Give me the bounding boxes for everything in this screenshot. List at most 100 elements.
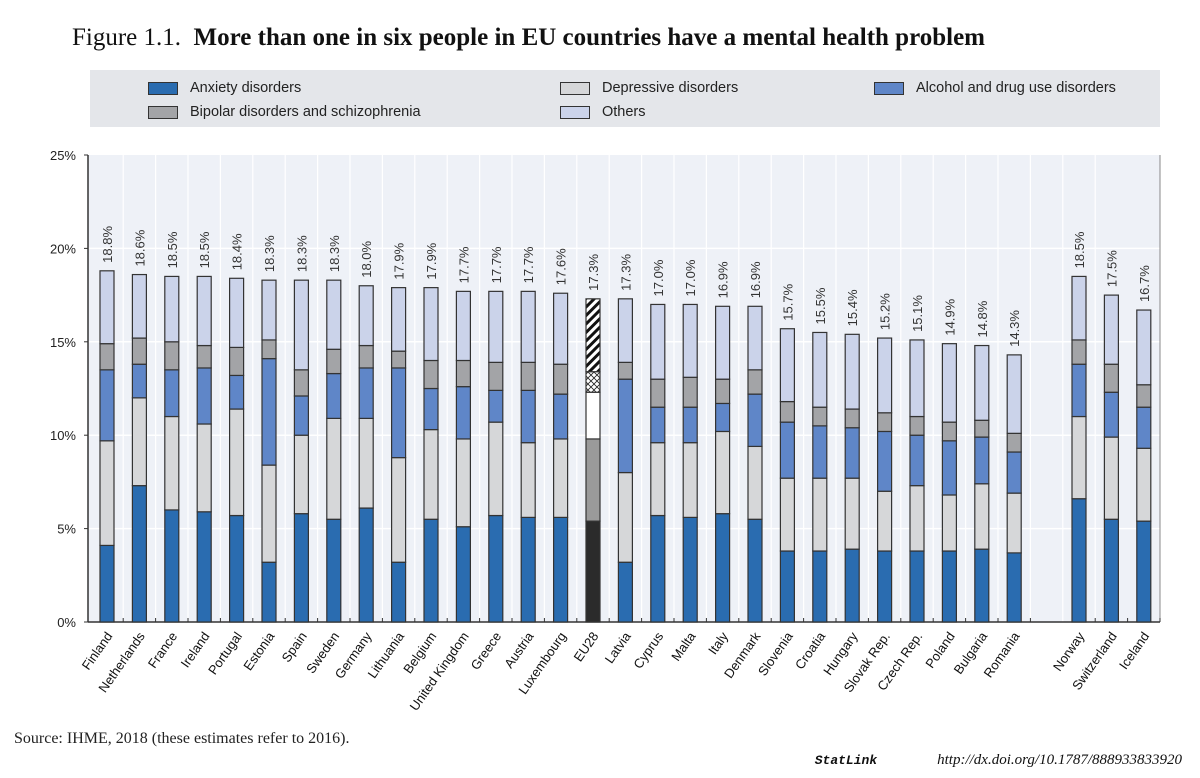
bar-segment-anxiety-disorders: [779, 550, 796, 623]
bar-segment-others: [261, 279, 277, 341]
total-label: 17.7%: [489, 246, 504, 283]
total-label: 14.9%: [942, 298, 957, 335]
bar-segment-depressive-disorders: [1103, 436, 1120, 520]
legend-item-others: Others: [560, 104, 646, 120]
bar-segment-bipolar-disorders-and-schizophrenia: [358, 344, 374, 369]
bar-segment-alcohol-and-drug-use-disorders: [358, 367, 374, 419]
bar-segment-bipolar-disorders-and-schizophrenia: [909, 415, 925, 436]
total-label: 14.8%: [975, 300, 990, 337]
legend-item-anxiety: Anxiety disorders: [148, 80, 301, 96]
bar-segment-bipolar-disorders-and-schizophrenia: [747, 369, 763, 395]
x-tick-label: Cyprus: [630, 629, 666, 672]
bar-segment-depressive-disorders: [650, 442, 666, 517]
bar-segment-alcohol-and-drug-use-disorders: [261, 358, 277, 466]
statlink: StatLink http://dx.doi.org/10.1787/888933…: [815, 752, 1182, 769]
total-label: 17.0%: [683, 259, 698, 296]
bar-segment-bipolar-disorders-and-schizophrenia: [293, 369, 309, 397]
total-label: 16.9%: [716, 261, 731, 298]
bar-segment-bipolar-disorders-and-schizophrenia: [844, 408, 860, 429]
source-note: Source: IHME, 2018 (these estimates refe…: [14, 730, 350, 747]
bar-segment-anxiety-disorders: [1103, 518, 1120, 623]
bar-segment-others: [876, 337, 893, 414]
statlink-url[interactable]: http://dx.doi.org/10.1787/888933833920: [937, 752, 1182, 768]
bar-segment-anxiety-disorders: [747, 518, 763, 623]
bar-segment-others: [229, 277, 245, 349]
bar-segment-anxiety-disorders: [455, 526, 471, 623]
bar-segment-anxiety-disorders: [552, 516, 569, 623]
bar-segment-anxiety-disorders: [909, 550, 925, 623]
bar-segment-anxiety-disorders: [293, 513, 309, 623]
bar-segment-depressive-disorders: [1006, 492, 1022, 554]
total-label: 18.6%: [132, 229, 147, 266]
bar-segment-others: [131, 273, 147, 339]
bar-segment-depressive-disorders: [488, 421, 504, 517]
bar-segment-others: [941, 343, 958, 423]
bar-segment-depressive-disorders: [1071, 415, 1087, 500]
bar-segment-others: [714, 305, 731, 380]
bar-segment-others: [391, 287, 407, 352]
bar-segment-anxiety-disorders: [941, 550, 958, 623]
bar-segment-bipolar-disorders-and-schizophrenia: [617, 361, 634, 380]
bar-segment-alcohol-and-drug-use-disorders: [229, 374, 245, 410]
bar-segment-depressive-disorders: [552, 438, 569, 518]
total-label: 18.3%: [262, 235, 277, 272]
bar-segment-anxiety-disorders: [99, 544, 115, 623]
bar-segment-others: [358, 285, 374, 347]
bar-segment-anxiety-disorders: [520, 516, 536, 623]
y-tick-label: 25%: [50, 148, 76, 163]
bar-segment-others: [974, 344, 990, 421]
bar-segment-anxiety-disorders: [229, 514, 245, 623]
total-label: 15.2%: [878, 293, 893, 330]
x-tick-label: Latvia: [602, 628, 635, 666]
total-label: 15.4%: [845, 289, 860, 326]
total-label: 17.7%: [456, 246, 471, 283]
bar-segment-alcohol-and-drug-use-disorders: [1006, 451, 1022, 494]
total-label: 17.9%: [424, 242, 439, 279]
bar-segment-alcohol-and-drug-use-disorders: [99, 369, 115, 442]
total-label: 14.3%: [1007, 310, 1022, 347]
legend-swatch: [874, 81, 904, 95]
bar-segment-anxiety-disorders: [812, 550, 828, 623]
bar-segment-anxiety-disorders: [196, 511, 212, 623]
bar-segment-bipolar-disorders-and-schizophrenia: [585, 371, 601, 393]
bar-segment-bipolar-disorders-and-schizophrenia: [1136, 384, 1152, 408]
x-tick-label: EU28: [571, 629, 602, 664]
bar-segment-others: [585, 298, 601, 373]
bar-segment-bipolar-disorders-and-schizophrenia: [714, 378, 731, 405]
bar-segment-depressive-disorders: [391, 457, 407, 563]
bar-segment-alcohol-and-drug-use-disorders: [131, 363, 147, 399]
bar-segment-bipolar-disorders-and-schizophrenia: [520, 361, 536, 391]
bar-segment-anxiety-disorders: [391, 561, 407, 623]
bar-segment-others: [99, 270, 115, 345]
bar-segment-bipolar-disorders-and-schizophrenia: [196, 344, 212, 369]
bar-segment-anxiety-disorders: [876, 550, 893, 623]
y-tick-label: 20%: [50, 241, 76, 256]
x-tick-label: Portugal: [205, 629, 245, 677]
bar-segment-bipolar-disorders-and-schizophrenia: [99, 343, 115, 371]
bar-segment-depressive-disorders: [779, 477, 796, 552]
bar-segment-anxiety-disorders: [326, 518, 342, 623]
legend-swatch: [148, 81, 178, 95]
total-label: 17.5%: [1104, 250, 1119, 287]
legend-item-depressive: Depressive disorders: [560, 80, 738, 96]
bar-segment-others: [747, 305, 763, 371]
total-label: 18.5%: [1072, 231, 1087, 268]
bar-segment-anxiety-disorders: [585, 520, 601, 623]
bar-segment-bipolar-disorders-and-schizophrenia: [1103, 363, 1120, 393]
bar-segment-depressive-disorders: [99, 440, 115, 547]
bar-segment-bipolar-disorders-and-schizophrenia: [164, 341, 180, 371]
bar-segment-others: [1136, 309, 1152, 386]
total-label: 16.9%: [748, 261, 763, 298]
bar-segment-anxiety-disorders: [131, 485, 147, 623]
bar-segment-bipolar-disorders-and-schizophrenia: [131, 337, 147, 365]
total-label: 18.4%: [230, 233, 245, 270]
bar-segment-bipolar-disorders-and-schizophrenia: [326, 348, 342, 375]
chart-legend: Anxiety disorders Bipolar disorders and …: [90, 70, 1160, 127]
bar-segment-alcohol-and-drug-use-disorders: [455, 386, 471, 440]
bar-segment-alcohol-and-drug-use-disorders: [650, 406, 666, 444]
bar-segment-depressive-disorders: [326, 417, 342, 520]
figure-number: Figure 1.1.: [72, 24, 182, 51]
bar-segment-anxiety-disorders: [974, 548, 990, 623]
bar-segment-alcohol-and-drug-use-disorders: [844, 427, 860, 479]
